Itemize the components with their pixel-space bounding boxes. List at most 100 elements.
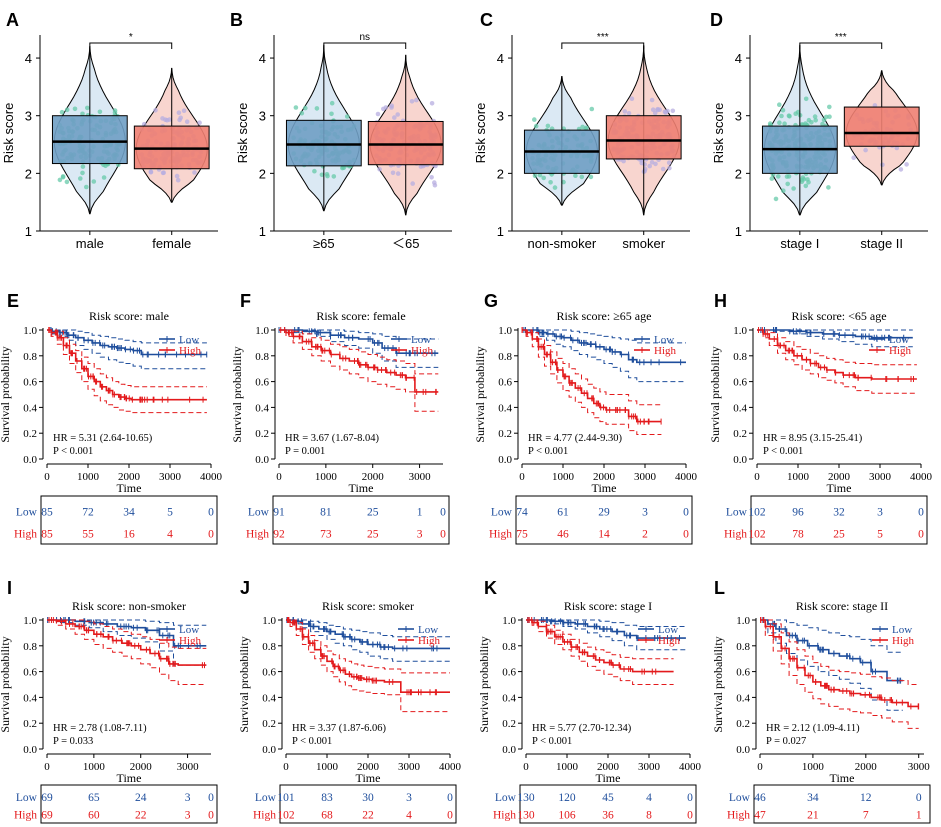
- legend-label-low: Low: [411, 334, 431, 346]
- risk-table-frame: [40, 784, 218, 824]
- x-tick-label: male: [76, 236, 104, 251]
- jitter-point: [589, 106, 595, 112]
- legend-label-low: Low: [658, 624, 678, 636]
- ci-lower-high: [286, 619, 450, 713]
- hr-text: HR = 2.78 (1.08-7.11): [53, 723, 147, 734]
- jitter-point: [390, 170, 396, 176]
- panel-label: J: [240, 578, 250, 598]
- ci-lower-high: [279, 329, 439, 412]
- jitter-point: [175, 177, 181, 183]
- jitter-point: [851, 155, 856, 160]
- y-tick-label: 0.0: [23, 744, 37, 756]
- panel-label: C: [480, 10, 493, 30]
- jitter-point: [303, 105, 308, 111]
- jitter-point: [164, 117, 170, 123]
- risk-table-frame: [40, 495, 218, 545]
- x-tick-label: 1000: [77, 471, 100, 483]
- risk-table-cell: 0: [916, 792, 922, 804]
- y-tick-label: 0.6: [502, 667, 516, 679]
- km-title: Risk score: stage II: [796, 599, 888, 613]
- box-1: [605, 115, 682, 160]
- ci-upper-low: [47, 329, 207, 344]
- survival-curve-low: [757, 329, 913, 339]
- y-tick-label: 1: [497, 224, 504, 239]
- y-tick-label: 3: [259, 109, 266, 124]
- jitter-point: [432, 180, 437, 185]
- risk-table-cell: 0: [687, 810, 693, 822]
- legend-label-low: Low: [418, 624, 438, 636]
- jitter-point: [395, 171, 401, 176]
- risk-table-row-label: Low: [729, 792, 751, 804]
- risk-table-row-label: High: [724, 528, 747, 540]
- risk-table-cell: 101: [277, 792, 295, 804]
- km-panel-J: J Risk score: smoker 0.0 0.2 0.4 0.6 0.8 1.0 0 10…: [237, 578, 462, 824]
- risk-table-cell: 73: [320, 528, 332, 540]
- y-tick-label: 0.2: [498, 428, 512, 440]
- x-tick-label: stage II: [860, 236, 903, 251]
- ci-lower-high: [526, 619, 674, 685]
- legend-label-low: Low: [654, 334, 674, 346]
- x-tick-label: ≥65: [313, 236, 335, 251]
- risk-table-cell: 69: [41, 810, 53, 822]
- risk-table-cell: 69: [41, 792, 53, 804]
- x-axis-label: Time: [830, 771, 855, 785]
- y-tick-label: 0.2: [502, 718, 516, 730]
- risk-table-cell: 24: [135, 792, 147, 804]
- jitter-point: [652, 110, 658, 116]
- risk-table-cell: 22: [135, 810, 147, 822]
- jitter-point: [160, 170, 166, 176]
- y-tick-label: 1.0: [736, 615, 750, 627]
- risk-table-cell: 25: [833, 528, 845, 540]
- box-panel-C: C 1 2 3 4 Risk score non-smoker smoker ***: [473, 10, 690, 251]
- box-panel-A: A 1 2 3 4 Risk score male female *: [1, 10, 218, 251]
- y-tick-label: 4: [497, 51, 504, 66]
- y-tick-label: 3: [497, 109, 504, 124]
- km-title: Risk score: stage I: [564, 599, 652, 613]
- jitter-point: [97, 109, 103, 115]
- risk-table-cell: 130: [517, 810, 535, 822]
- y-axis-label: Survival probability: [708, 346, 722, 442]
- jitter-point: [776, 174, 781, 179]
- risk-table-cell: 0: [687, 792, 693, 804]
- risk-table-row-label: High: [253, 810, 276, 822]
- x-tick-label: 1000: [556, 761, 579, 773]
- y-tick-label: 0.4: [23, 692, 37, 704]
- y-axis-label: Survival probability: [0, 346, 12, 442]
- y-tick-label: 3: [25, 109, 32, 124]
- jitter-point: [85, 105, 90, 111]
- jitter-point: [184, 119, 190, 124]
- km-panel-L: L Risk score: stage II 0.0 0.2 0.4 0.6 0.8 1.0 0…: [711, 578, 931, 824]
- risk-table-cell: 0: [683, 528, 689, 540]
- x-tick-label: 1000: [802, 761, 825, 773]
- x-tick-label: 0: [519, 471, 525, 483]
- jitter-point: [299, 110, 305, 116]
- jitter-point: [785, 181, 790, 187]
- box-0: [285, 119, 362, 167]
- jitter-point: [541, 175, 546, 181]
- jitter-point: [773, 196, 779, 202]
- risk-table-cell: 83: [321, 792, 333, 804]
- risk-table-row-label: Low: [726, 506, 748, 518]
- ci-lower-low: [286, 619, 450, 662]
- y-tick-label: 0.6: [262, 667, 276, 679]
- risk-table-cell: 7: [863, 810, 869, 822]
- km-panel-H: H Risk score: <65 age 0.0 0.2 0.4 0.6 0.8 1.0 0 1…: [708, 291, 933, 545]
- x-tick-label: 2000: [855, 761, 878, 773]
- km-panel-E: E Risk score: male 0.0 0.2 0.4 0.6 0.8 1.0 0 1000…: [0, 291, 223, 545]
- y-tick-label: 0.0: [255, 454, 269, 466]
- hr-text: HR = 3.67 (1.67-8.04): [285, 433, 380, 444]
- legend-label-low: Low: [179, 624, 199, 636]
- risk-table-cell: 0: [208, 528, 214, 540]
- y-tick-label: 1.0: [262, 615, 276, 627]
- x-tick-label: 4000: [200, 471, 223, 483]
- jitter-point: [60, 174, 66, 179]
- jitter-point: [662, 109, 668, 115]
- jitter-point: [826, 185, 831, 190]
- jitter-point: [141, 121, 147, 127]
- y-tick-label: 0.0: [498, 454, 512, 466]
- risk-table-row-label: Low: [491, 506, 513, 518]
- risk-table-cell: 5: [167, 506, 173, 518]
- risk-table-row-label: Low: [16, 792, 38, 804]
- ci-upper-low: [760, 619, 903, 653]
